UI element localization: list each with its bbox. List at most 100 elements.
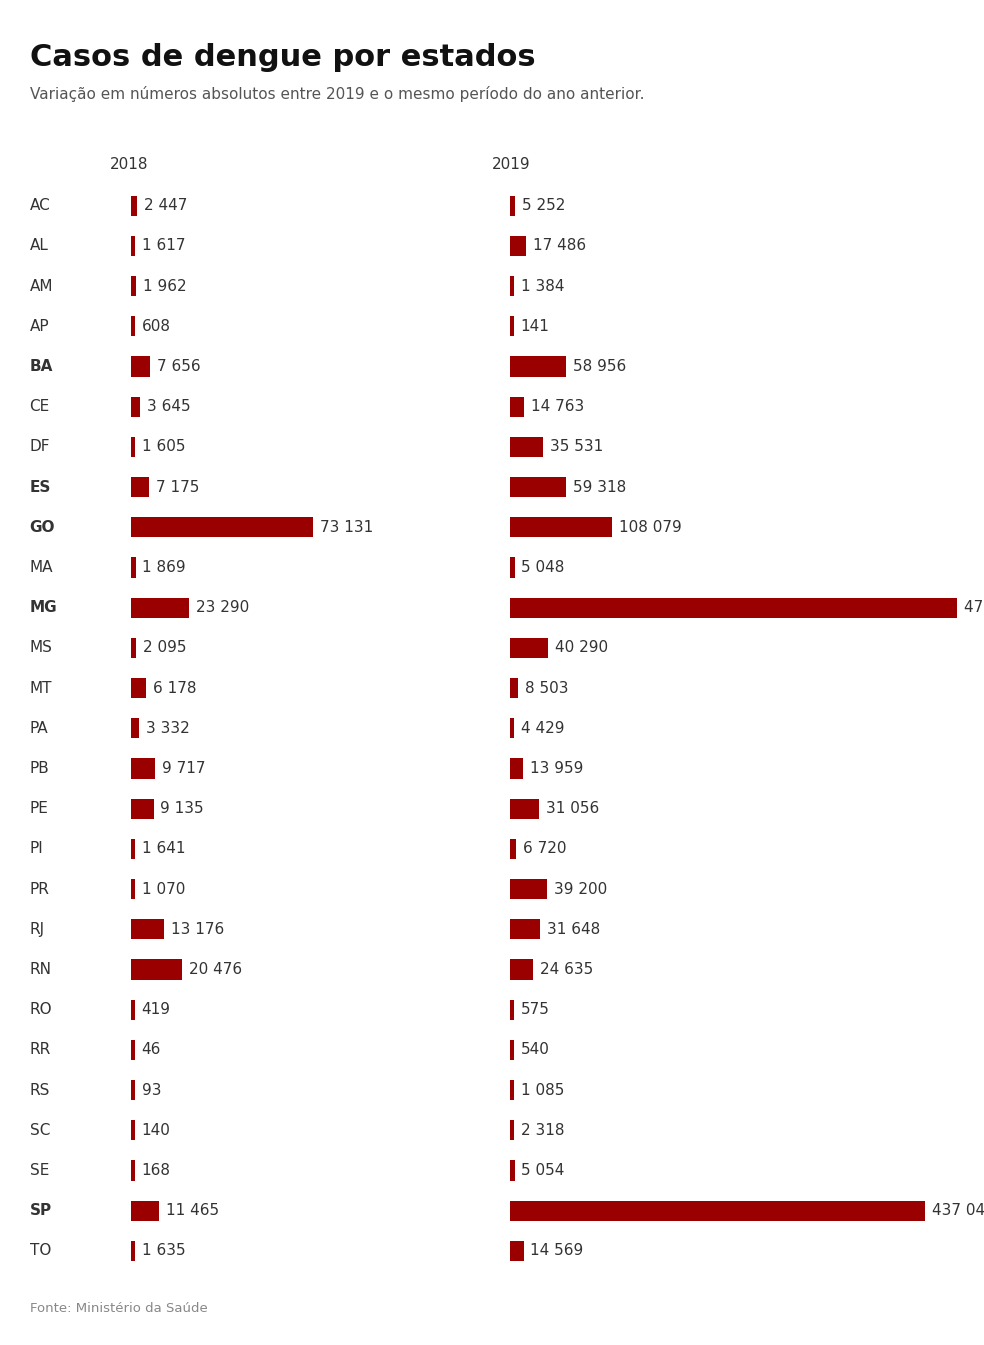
Bar [510,638,548,658]
Text: 1 641: 1 641 [142,842,185,857]
Bar [510,195,515,215]
Text: RN: RN [30,962,51,976]
Text: AP: AP [30,319,49,334]
Bar [131,1080,135,1100]
Bar [510,518,612,538]
Text: 31 648: 31 648 [547,921,600,937]
Text: 31 056: 31 056 [546,802,599,816]
Bar [510,880,547,900]
Text: 6 178: 6 178 [154,681,197,695]
Bar [131,999,135,1020]
Text: RJ: RJ [30,921,44,937]
Text: AL: AL [30,238,48,253]
Text: 3 332: 3 332 [146,721,190,736]
Text: 108 079: 108 079 [619,519,682,535]
Bar [510,597,957,617]
Text: 59 318: 59 318 [573,480,626,495]
Text: RO: RO [30,1002,52,1017]
Text: Fonte: Ministério da Saúde: Fonte: Ministério da Saúde [30,1302,208,1315]
Bar [510,1201,925,1221]
Text: 141: 141 [521,319,549,334]
Bar [510,799,539,819]
Text: 140: 140 [142,1123,170,1138]
Text: 1 085: 1 085 [521,1083,564,1098]
Bar [510,437,543,457]
Bar [510,1120,514,1141]
Text: SP: SP [30,1204,51,1219]
Text: ES: ES [30,480,51,495]
Bar [510,1241,523,1262]
Text: 4 429: 4 429 [521,721,564,736]
Text: 1 869: 1 869 [143,560,186,576]
Bar [510,919,540,939]
Text: 7 175: 7 175 [155,480,199,495]
Bar [510,235,526,256]
Bar [131,1120,135,1141]
Bar [131,678,147,698]
Bar [131,518,313,538]
Text: MG: MG [30,600,57,615]
Text: PB: PB [30,761,49,776]
Text: 39 200: 39 200 [554,881,607,897]
Text: 540: 540 [521,1042,549,1057]
Text: PI: PI [30,842,43,857]
Bar [131,477,149,498]
Text: 6 720: 6 720 [523,842,567,857]
Bar [510,557,515,577]
Bar [510,1040,514,1060]
Text: SE: SE [30,1163,49,1178]
Bar [131,316,135,336]
Text: 168: 168 [142,1163,170,1178]
Bar [131,959,182,979]
Text: 608: 608 [142,319,170,334]
Bar [131,880,135,900]
Text: 7 656: 7 656 [156,359,201,374]
Text: RR: RR [30,1042,51,1057]
Text: 93: 93 [142,1083,161,1098]
Text: 2 447: 2 447 [144,198,187,214]
Text: 3 645: 3 645 [147,399,191,414]
Text: 1 384: 1 384 [521,278,564,293]
Text: PA: PA [30,721,48,736]
Text: 40 290: 40 290 [555,640,608,655]
Text: 2019: 2019 [492,157,530,172]
Bar [131,839,135,859]
Bar [131,919,163,939]
Bar [131,235,135,256]
Bar [510,477,566,498]
Bar [131,799,154,819]
Text: 13 176: 13 176 [170,921,223,937]
Text: 11 465: 11 465 [166,1204,219,1219]
Text: 1 605: 1 605 [142,440,185,455]
Text: PR: PR [30,881,49,897]
Bar [510,959,533,979]
Text: 17 486: 17 486 [533,238,586,253]
Bar [131,356,150,377]
Bar [510,1080,514,1100]
Bar [510,678,518,698]
Bar [510,276,514,296]
Text: 13 959: 13 959 [529,761,584,776]
Text: 20 476: 20 476 [189,962,242,976]
Text: Variação em números absolutos entre 2019 e o mesmo período do ano anterior.: Variação em números absolutos entre 2019… [30,86,644,102]
Bar [510,316,514,336]
Text: 14 569: 14 569 [530,1243,584,1259]
Text: 5 252: 5 252 [522,198,565,214]
Text: Casos de dengue por estados: Casos de dengue por estados [30,43,535,73]
Text: 471 165: 471 165 [964,600,984,615]
Text: 35 531: 35 531 [550,440,603,455]
Text: MS: MS [30,640,52,655]
Text: RS: RS [30,1083,50,1098]
Bar [131,1040,135,1060]
Text: 23 290: 23 290 [196,600,249,615]
Bar [131,1161,135,1181]
Text: PE: PE [30,802,48,816]
Text: CE: CE [30,399,50,414]
Text: 1 070: 1 070 [142,881,185,897]
Text: 2 318: 2 318 [521,1123,564,1138]
Text: BA: BA [30,359,53,374]
Text: 419: 419 [142,1002,170,1017]
Text: 8 503: 8 503 [524,681,568,695]
Bar [510,356,566,377]
Bar [131,638,136,658]
